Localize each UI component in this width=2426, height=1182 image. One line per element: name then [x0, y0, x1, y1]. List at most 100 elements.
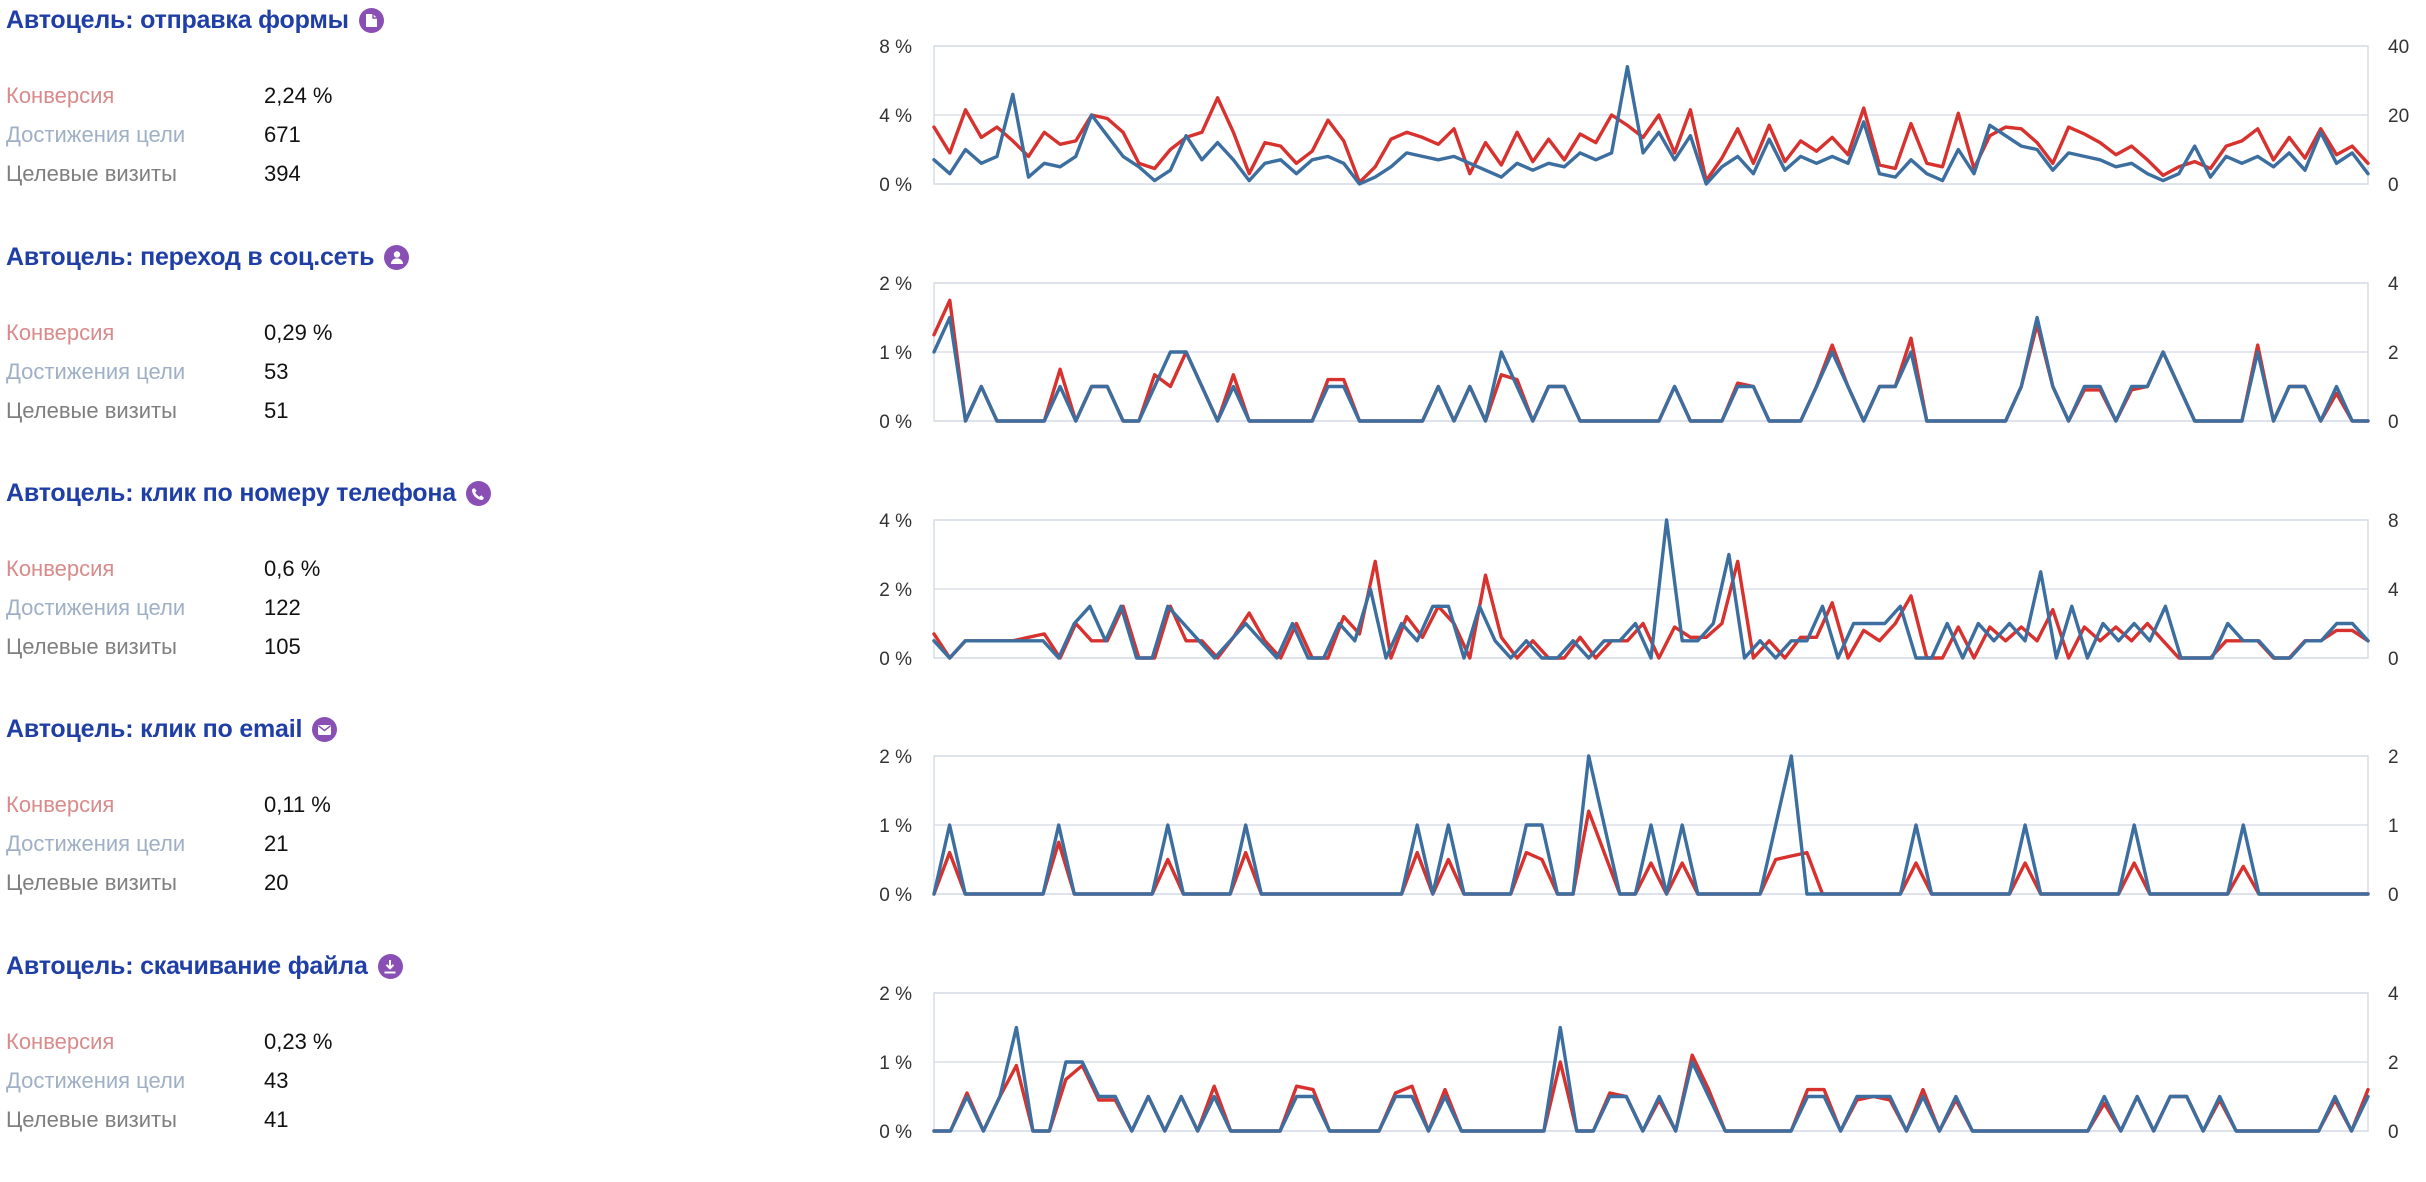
series-line-achievements — [932, 315, 2370, 423]
metric-conversion: Конверсия 0,29 % — [6, 313, 333, 352]
left-tick-label: 4 % — [879, 511, 912, 532]
chart-2: 0 % 1 % 2 % 0 2 4 — [879, 274, 2399, 433]
metric-label-achievements[interactable]: Достижения цели — [6, 595, 186, 620]
series-line-conversion — [932, 809, 2370, 896]
metric-value-visits: 51 — [264, 398, 289, 423]
right-tick-label: 2 — [2388, 1053, 2399, 1074]
series-line-achievements — [932, 754, 2370, 896]
metric-label-visits[interactable]: Целевые визиты — [6, 634, 177, 659]
metric-conversion: Конверсия 0,11 % — [6, 785, 331, 824]
goal-metrics: Конверсия 0,29 % Достижения цели 53 Целевы… — [6, 313, 333, 430]
series-line-conversion — [932, 1053, 2370, 1133]
goal-block-1: Автоцель: отправка формы Конверсия 2,24 %… — [6, 6, 886, 236]
right-tick-label: 8 — [2388, 511, 2399, 532]
metric-achievements: Достижения цели 122 — [6, 588, 320, 627]
metric-label-conversion[interactable]: Конверсия — [6, 320, 115, 345]
goal-title[interactable]: Автоцель: отправка формы — [6, 6, 384, 35]
metric-conversion: Конверсия 2,24 % — [6, 76, 333, 115]
goal-title-text[interactable]: Автоцель: отправка формы — [6, 6, 349, 34]
goal-title[interactable]: Автоцель: переход в соц.сеть — [6, 243, 410, 272]
right-tick-label: 1 — [2388, 816, 2399, 837]
right-tick-label: 20 — [2388, 106, 2409, 127]
goal-title-text[interactable]: Автоцель: переход в соц.сеть — [6, 243, 375, 271]
metric-value-visits: 394 — [264, 161, 301, 186]
chart-5: 0 % 1 % 2 % 0 2 4 — [879, 984, 2399, 1143]
right-tick-label: 4 — [2388, 580, 2399, 601]
goal-title[interactable]: Автоцель: скачивание файла — [6, 952, 403, 981]
goal-block-5: Автоцель: скачивание файла Конверсия 0,23… — [6, 952, 886, 1182]
goal-title[interactable]: Автоцель: клик по email — [6, 715, 338, 744]
metric-label-visits[interactable]: Целевые визиты — [6, 398, 177, 423]
left-tick-label: 0 % — [879, 885, 912, 906]
metric-label-achievements[interactable]: Достижения цели — [6, 122, 186, 147]
document-icon — [358, 8, 384, 33]
goal-metrics: Конверсия 2,24 % Достижения цели 671 Целев… — [6, 76, 333, 193]
metric-value-conversion: 2,24 % — [264, 83, 333, 108]
left-tick-label: 0 % — [879, 1122, 912, 1143]
left-tick-label: 4 % — [879, 106, 912, 127]
metric-visits: Целевые визиты 20 — [6, 863, 331, 902]
goal-metrics: Конверсия 0,23 % Достижения цели 43 Целевы… — [6, 1022, 333, 1139]
metric-value-visits: 105 — [264, 634, 301, 659]
metric-label-achievements[interactable]: Достижения цели — [6, 359, 186, 384]
chart-4: 0 % 1 % 2 % 0 1 2 — [879, 747, 2398, 906]
left-tick-label: 0 % — [879, 412, 912, 433]
metric-value-achievements: 43 — [264, 1068, 289, 1093]
metric-conversion: Конверсия 0,23 % — [6, 1022, 333, 1061]
metric-label-conversion[interactable]: Конверсия — [6, 1029, 115, 1054]
right-tick-label: 0 — [2388, 885, 2399, 906]
chart-1: 0 % 4 % 8 % 0 20 40 — [879, 37, 2409, 196]
metric-label-conversion[interactable]: Конверсия — [6, 792, 115, 817]
metric-value-achievements: 671 — [264, 122, 301, 147]
left-tick-label: 0 % — [879, 649, 912, 670]
left-tick-label: 2 % — [879, 747, 912, 768]
metric-value-achievements: 21 — [264, 831, 289, 856]
metric-label-visits[interactable]: Целевые визиты — [6, 1107, 177, 1132]
metric-visits: Целевые визиты 394 — [6, 154, 333, 193]
download-icon — [377, 954, 403, 979]
goal-block-4: Автоцель: клик по email Конверсия 0,11 % … — [6, 715, 886, 945]
right-tick-label: 2 — [2388, 343, 2399, 364]
mail-icon — [312, 717, 338, 742]
right-tick-label: 2 — [2388, 747, 2399, 768]
left-tick-label: 1 % — [879, 343, 912, 364]
metric-label-achievements[interactable]: Достижения цели — [6, 1068, 186, 1093]
right-tick-label: 4 — [2388, 984, 2399, 1005]
goal-metrics: Конверсия 0,11 % Достижения цели 21 Целевы… — [6, 785, 331, 902]
metric-value-conversion: 0,23 % — [264, 1029, 333, 1054]
goal-title-text[interactable]: Автоцель: клик по номеру телефона — [6, 479, 456, 507]
phone-icon — [465, 481, 491, 506]
series-line-conversion — [932, 298, 2370, 423]
right-tick-label: 0 — [2388, 1122, 2399, 1143]
metric-label-visits[interactable]: Целевые визиты — [6, 161, 177, 186]
metric-achievements: Достижения цели 43 — [6, 1061, 333, 1100]
metric-label-conversion[interactable]: Конверсия — [6, 83, 115, 108]
metric-value-conversion: 0,6 % — [264, 556, 321, 581]
goal-metrics: Конверсия 0,6 % Достижения цели 122 Целевы… — [6, 549, 320, 666]
metric-conversion: Конверсия 0,6 % — [6, 549, 320, 588]
metric-visits: Целевые визиты 41 — [6, 1100, 333, 1139]
right-tick-label: 40 — [2388, 37, 2409, 58]
goal-block-3: Автоцель: клик по номеру телефона Конвер… — [6, 479, 886, 709]
metric-label-visits[interactable]: Целевые визиты — [6, 870, 177, 895]
metric-achievements: Достижения цели 21 — [6, 824, 331, 863]
metric-visits: Целевые визиты 105 — [6, 627, 320, 666]
right-tick-label: 0 — [2388, 412, 2399, 433]
metric-value-visits: 20 — [264, 870, 289, 895]
chart-3: 0 % 2 % 4 % 0 4 8 — [879, 511, 2399, 670]
user-icon — [384, 245, 410, 270]
left-tick-label: 2 % — [879, 984, 912, 1005]
goal-title-text[interactable]: Автоцель: скачивание файла — [6, 952, 368, 980]
metric-value-achievements: 53 — [264, 359, 289, 384]
metric-label-achievements[interactable]: Достижения цели — [6, 831, 186, 856]
metric-value-conversion: 0,11 % — [264, 792, 331, 817]
metric-label-conversion[interactable]: Конверсия — [6, 556, 115, 581]
right-tick-label: 0 — [2388, 649, 2399, 670]
metric-achievements: Достижения цели 53 — [6, 352, 333, 391]
left-tick-label: 1 % — [879, 816, 912, 837]
goal-title-text[interactable]: Автоцель: клик по email — [6, 715, 303, 743]
metric-value-visits: 41 — [264, 1107, 289, 1132]
goal-title[interactable]: Автоцель: клик по номеру телефона — [6, 479, 491, 508]
right-tick-label: 0 — [2388, 175, 2399, 196]
